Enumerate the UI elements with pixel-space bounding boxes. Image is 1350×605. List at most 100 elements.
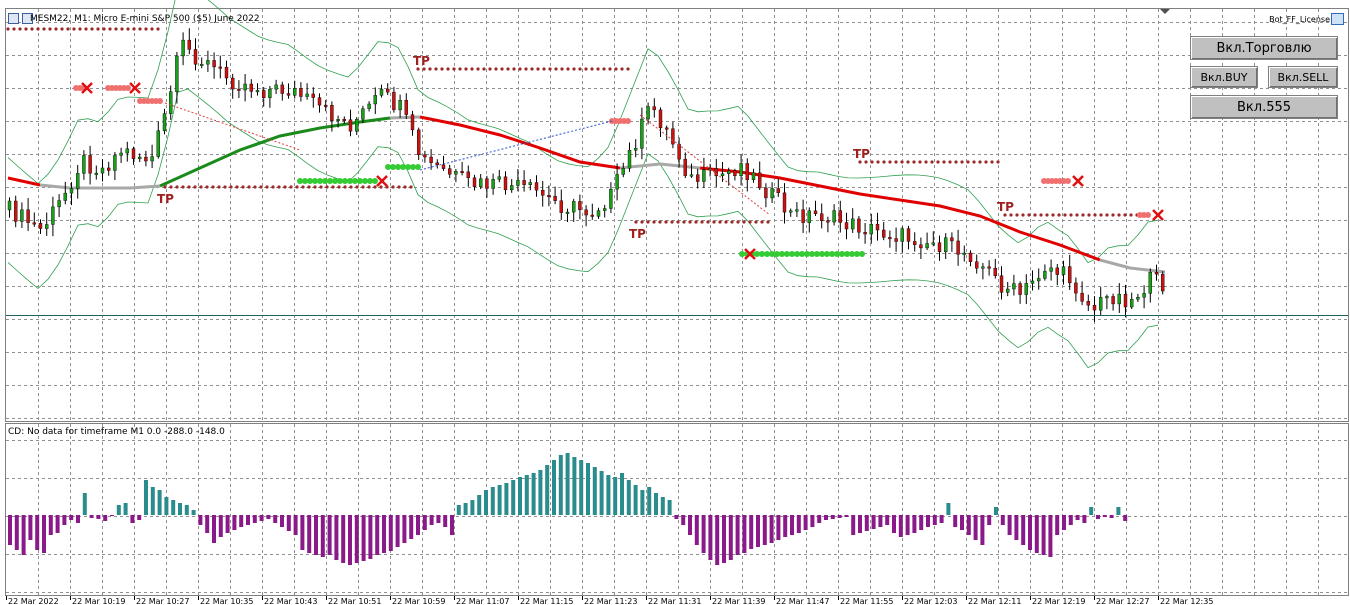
tp-level-dots	[289, 185, 293, 189]
candle-body	[559, 200, 563, 213]
histogram-bar	[810, 515, 815, 527]
histogram-bar	[885, 515, 890, 525]
candle-body	[410, 114, 415, 131]
top-level-dot	[156, 27, 160, 31]
tp-level-dots	[1123, 213, 1127, 217]
tp-level-dots	[446, 67, 450, 71]
tp-level-dots	[754, 220, 758, 224]
window-menu-icon[interactable]	[8, 13, 33, 24]
tp-level-dots	[942, 160, 946, 164]
histogram-bar	[184, 505, 189, 515]
candle-body	[516, 180, 520, 186]
tp-level-dots	[566, 67, 570, 71]
stop-cross-icon	[129, 82, 141, 94]
histogram-bar	[150, 487, 155, 515]
histogram-bar	[654, 493, 658, 515]
histogram-bar	[749, 515, 754, 549]
enable-trading-button[interactable]: Вкл.Торговлю	[1190, 36, 1338, 60]
candle-body	[888, 237, 892, 240]
histogram-bar	[783, 515, 788, 537]
histogram-bar	[851, 515, 856, 535]
histogram-bar	[796, 515, 801, 533]
histogram-bar	[382, 515, 386, 553]
tp-level-dots	[548, 67, 552, 71]
candle-body	[590, 214, 594, 217]
histogram-bar	[790, 515, 794, 535]
sl-level-dots	[322, 178, 328, 184]
histogram-bar	[1062, 515, 1066, 530]
tp-level-dots	[217, 185, 221, 189]
histogram-bar	[1028, 515, 1032, 550]
candle-body	[751, 172, 756, 180]
tp-level-dots	[766, 220, 770, 224]
histogram-bar	[878, 515, 883, 527]
candle-body	[113, 155, 117, 171]
histogram-bar	[28, 515, 33, 540]
ma-red-segment	[7, 176, 41, 187]
candle-body	[324, 104, 328, 107]
tp-level-dots	[1045, 213, 1049, 217]
histogram-bar	[538, 470, 543, 515]
candle-body	[801, 209, 805, 224]
histogram-bar	[837, 515, 842, 518]
candle-body	[733, 170, 737, 176]
enable-555-button[interactable]: Вкл.555	[1190, 95, 1338, 119]
histogram-bar	[450, 515, 454, 535]
histogram-bar	[409, 515, 414, 539]
histogram-bar	[1096, 515, 1100, 519]
histogram-bar	[130, 515, 135, 523]
histogram-bar	[48, 515, 53, 535]
histogram-bar	[232, 515, 237, 530]
expert-hat-icon[interactable]	[1331, 13, 1344, 25]
tp-level-dots	[301, 185, 305, 189]
sl-level-dots	[297, 178, 303, 184]
enable-buy-button[interactable]: Вкл.BUY	[1190, 66, 1258, 88]
candle-body	[534, 182, 539, 191]
ma-red-segment	[699, 166, 1101, 262]
candle-body	[75, 173, 80, 189]
candle-body	[454, 171, 458, 175]
histogram-bar	[395, 515, 400, 547]
candle-body	[373, 95, 377, 105]
sl-level-dots	[764, 251, 770, 257]
histogram-bar	[123, 503, 128, 515]
candle-body	[131, 148, 136, 159]
scroll-marker-icon[interactable]	[1160, 9, 1170, 14]
candle-body	[702, 169, 706, 182]
time-label: 22 Mar 12:03	[904, 597, 957, 605]
tp-level-dots	[960, 160, 964, 164]
candle-body	[745, 163, 749, 180]
tp-level-dots	[596, 67, 600, 71]
histogram-bar	[456, 505, 461, 515]
candle-body	[503, 176, 508, 191]
tp-level-dots	[748, 220, 752, 224]
histogram-bar	[246, 515, 250, 525]
candle-body	[826, 220, 830, 223]
histogram-bar	[1123, 515, 1128, 521]
tp-level-dots	[700, 220, 704, 224]
candle-body	[336, 119, 340, 122]
tp-level-dots	[888, 160, 892, 164]
histogram-bar	[314, 515, 318, 555]
candle-body	[770, 188, 774, 199]
candle-body	[125, 148, 130, 154]
sl-level-dots	[302, 178, 308, 184]
tp-level-dots	[572, 67, 576, 71]
time-label: 22 Mar 12:19	[1032, 597, 1085, 605]
top-level-dot	[114, 27, 118, 31]
sl-level-dots	[839, 251, 845, 257]
histogram-bar	[803, 515, 808, 530]
candle-body	[1036, 278, 1041, 282]
histogram-bar	[416, 515, 420, 535]
candle-body	[82, 155, 86, 174]
sl-level-dots	[342, 178, 348, 184]
sl-level-dots	[804, 251, 810, 257]
histogram-bar	[280, 515, 284, 527]
candle-body	[999, 275, 1004, 293]
sl-level-dots	[834, 251, 840, 257]
enable-sell-button[interactable]: Вкл.SELL	[1268, 66, 1338, 88]
tp-level-dots	[295, 185, 299, 189]
tp-level-dots	[900, 160, 904, 164]
histogram-bar	[361, 515, 366, 561]
